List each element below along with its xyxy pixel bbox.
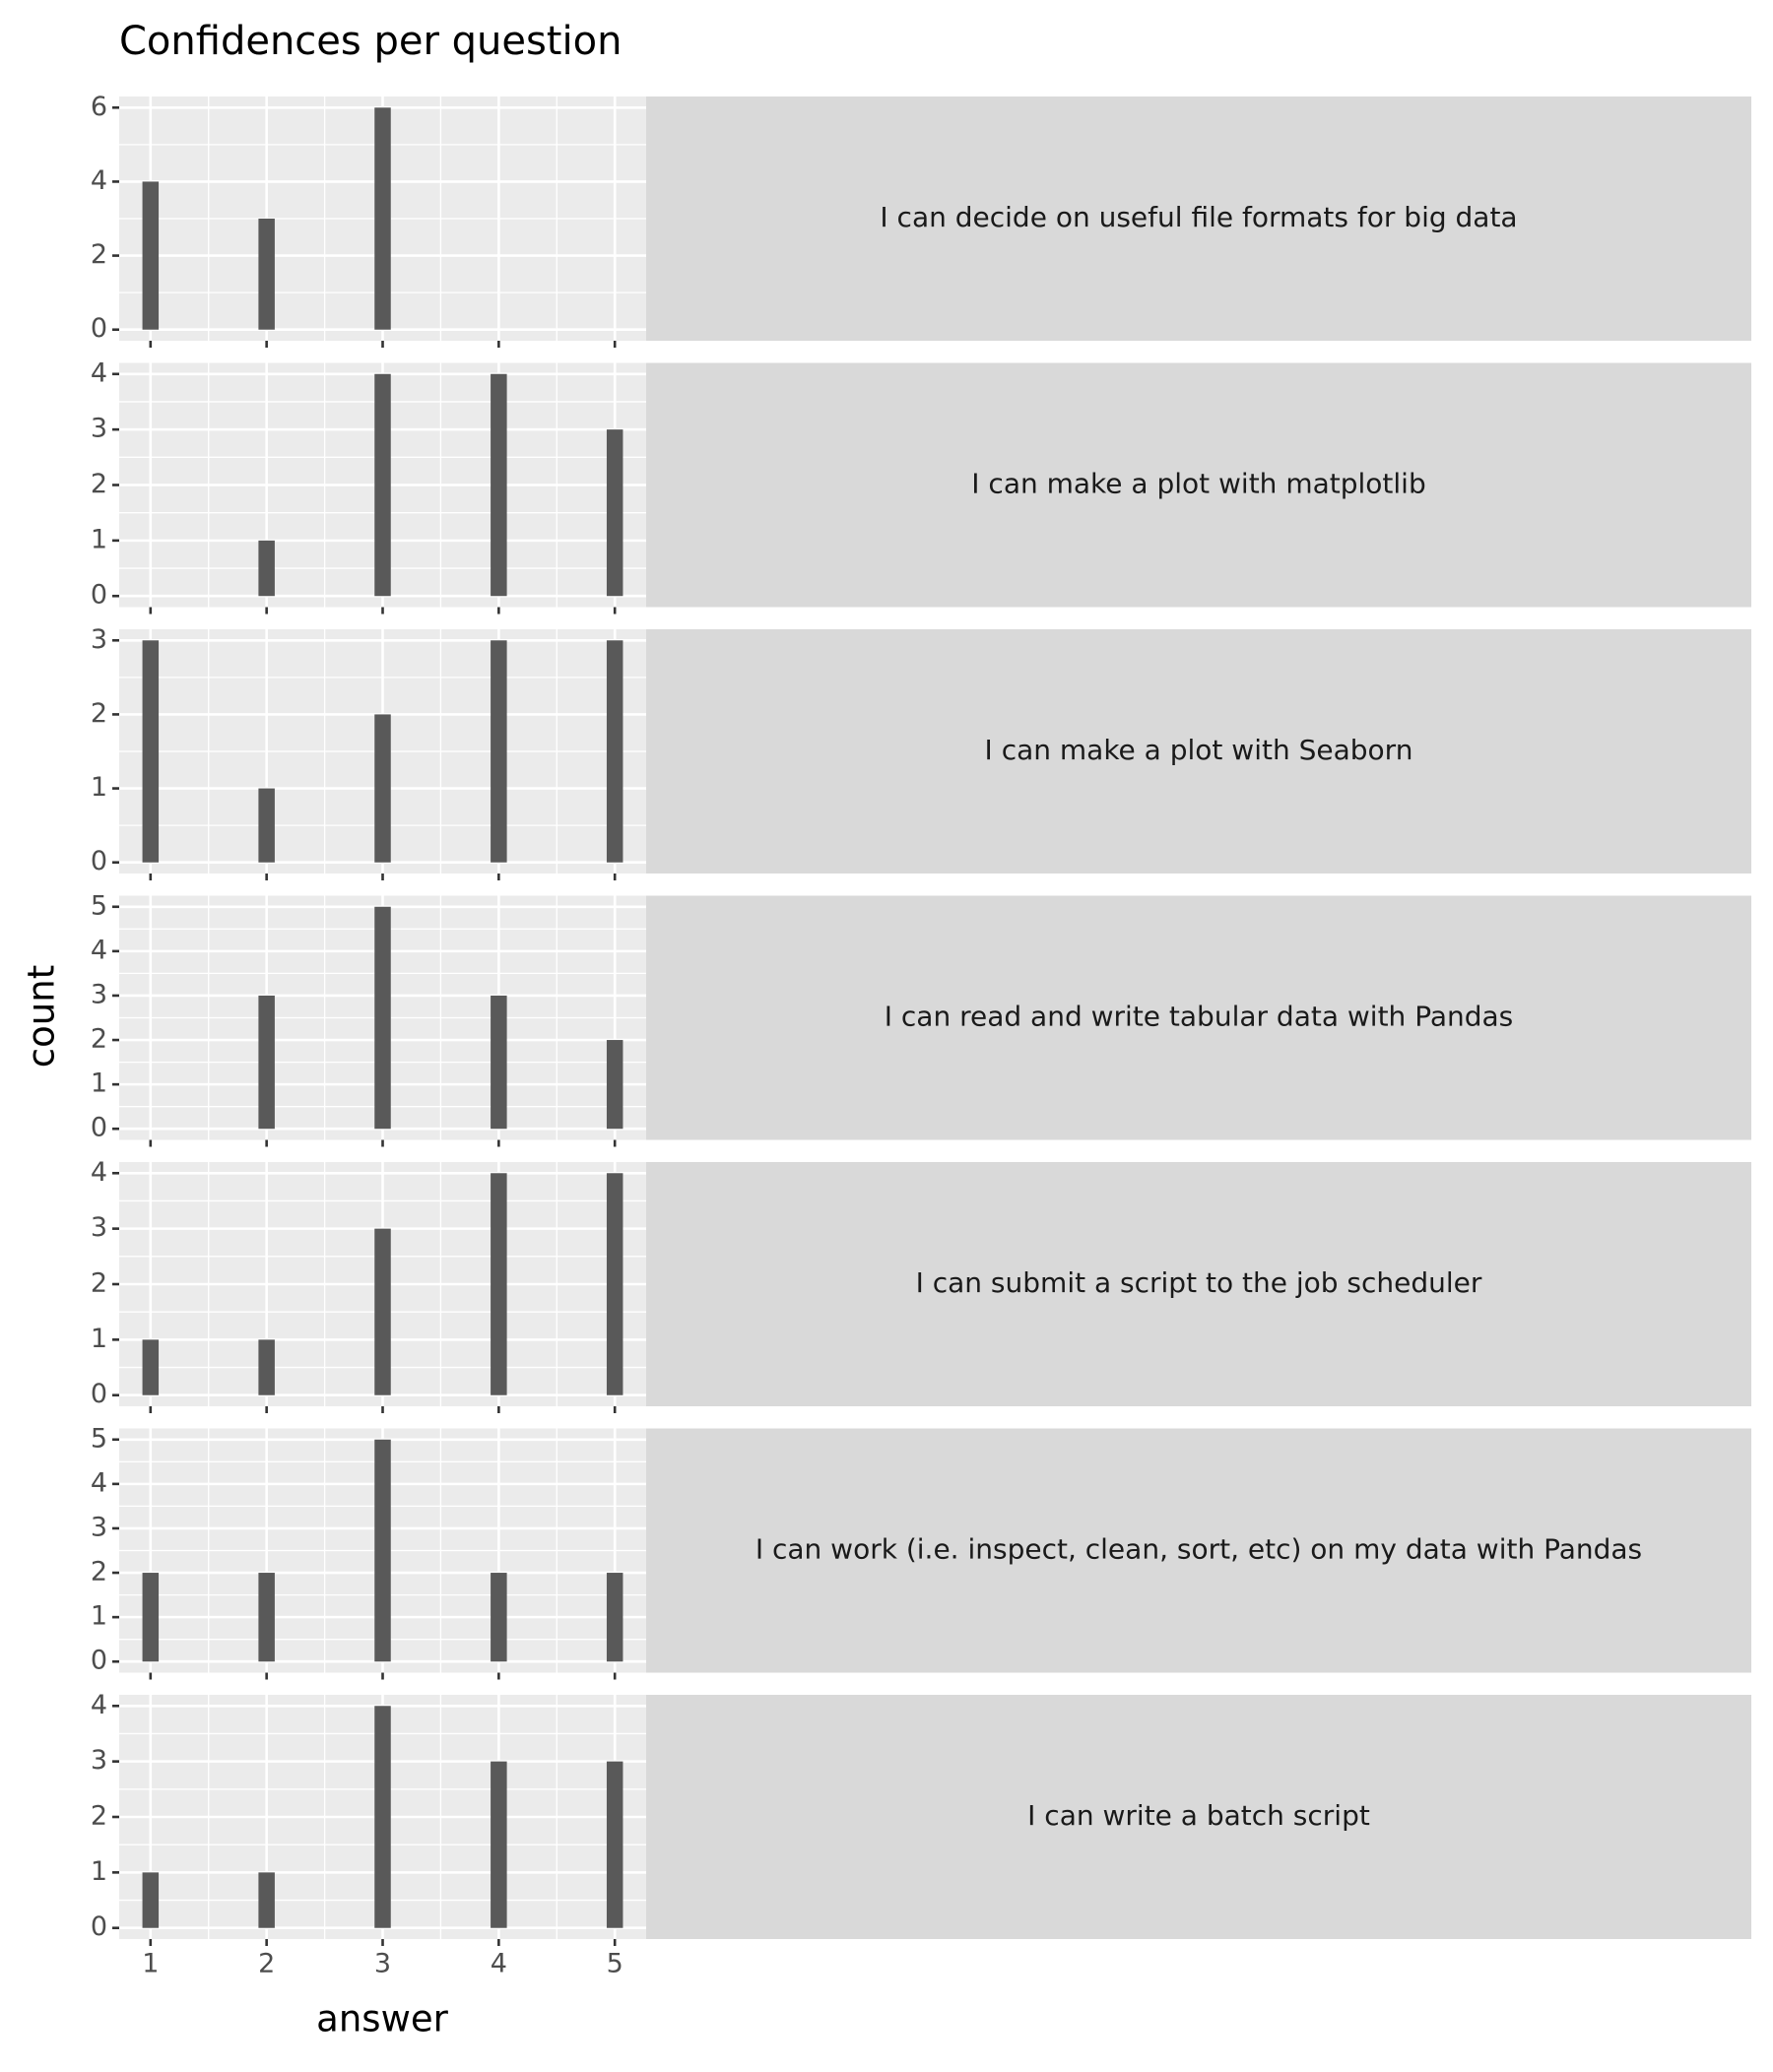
bar — [491, 640, 507, 863]
y-tick-label: 3 — [91, 1745, 107, 1776]
bar — [374, 1439, 391, 1662]
y-tick-label: 3 — [91, 624, 107, 655]
bar — [258, 219, 275, 330]
strip-background — [646, 97, 1751, 341]
strip-background — [646, 1162, 1751, 1406]
bar — [142, 1573, 160, 1662]
bar — [491, 373, 507, 597]
y-tick-label: 1 — [91, 1324, 107, 1354]
y-tick-label: 4 — [91, 357, 107, 388]
chart-title: Confidences per question — [119, 19, 622, 64]
bar — [606, 1761, 624, 1928]
strip-background — [646, 362, 1751, 608]
x-tick-label: 1 — [142, 1949, 159, 1979]
strip-label: I can submit a script to the job schedul… — [916, 1266, 1482, 1299]
y-tick-label: 1 — [91, 1856, 107, 1887]
y-axis-label: count — [21, 965, 63, 1068]
bar — [142, 640, 160, 863]
bar — [606, 429, 624, 597]
strip-label: I can decide on useful file formats for … — [880, 201, 1517, 233]
y-tick-label: 4 — [91, 1467, 107, 1498]
strip-background — [646, 1695, 1751, 1939]
bar — [142, 181, 160, 330]
x-axis-label: answer — [316, 1998, 448, 2040]
bar — [258, 788, 275, 863]
y-tick-label: 5 — [91, 890, 107, 921]
y-tick-label: 1 — [91, 524, 107, 554]
y-tick-label: 0 — [91, 313, 107, 344]
y-tick-label: 1 — [91, 1068, 107, 1099]
bar — [142, 1339, 160, 1395]
bar — [374, 107, 391, 330]
bar — [374, 906, 391, 1130]
x-tick-label: 5 — [607, 1949, 624, 1979]
strip-label: I can make a plot with matplotlib — [971, 468, 1425, 500]
bar — [258, 1872, 275, 1928]
bar — [491, 1173, 507, 1395]
strip-label: I can write a batch script — [1027, 1799, 1370, 1832]
y-tick-label: 0 — [91, 1911, 107, 1942]
y-tick-label: 2 — [91, 698, 107, 729]
y-tick-label: 2 — [91, 469, 107, 499]
y-tick-label: 0 — [91, 1646, 107, 1676]
bar — [374, 714, 391, 863]
y-tick-label: 0 — [91, 1113, 107, 1143]
y-tick-label: 4 — [91, 165, 107, 196]
bar — [374, 1706, 391, 1928]
x-tick-label: 2 — [258, 1949, 275, 1979]
bar — [374, 373, 391, 597]
y-tick-label: 2 — [91, 239, 107, 270]
y-tick-label: 4 — [91, 935, 107, 965]
y-tick-label: 2 — [91, 1557, 107, 1587]
bar — [606, 640, 624, 863]
y-tick-label: 5 — [91, 1423, 107, 1454]
bar — [606, 1040, 624, 1130]
y-tick-label: 2 — [91, 1268, 107, 1299]
strip-background — [646, 629, 1751, 874]
y-tick-label: 3 — [91, 414, 107, 444]
y-tick-label: 1 — [91, 772, 107, 803]
strip-label: I can read and write tabular data with P… — [885, 1001, 1514, 1033]
bar — [606, 1573, 624, 1662]
bar — [258, 995, 275, 1130]
bar — [491, 995, 507, 1130]
y-tick-label: 6 — [91, 92, 107, 122]
bar — [374, 1228, 391, 1395]
y-tick-label: 3 — [91, 1212, 107, 1243]
bar — [491, 1573, 507, 1662]
strip-label: I can make a plot with Seaborn — [985, 734, 1413, 766]
bar — [142, 1872, 160, 1928]
y-tick-label: 2 — [91, 1801, 107, 1832]
bar — [606, 1173, 624, 1395]
x-tick-label: 4 — [491, 1949, 507, 1979]
y-tick-label: 1 — [91, 1601, 107, 1632]
strip-background — [646, 895, 1751, 1140]
y-tick-label: 0 — [91, 580, 107, 611]
y-tick-label: 4 — [91, 1690, 107, 1720]
y-tick-label: 2 — [91, 1024, 107, 1055]
y-tick-label: 4 — [91, 1157, 107, 1188]
y-tick-label: 0 — [91, 846, 107, 876]
y-tick-label: 3 — [91, 1512, 107, 1542]
strip-label: I can work (i.e. inspect, clean, sort, e… — [755, 1533, 1642, 1566]
bar — [258, 540, 275, 597]
bar — [258, 1573, 275, 1662]
x-tick-label: 3 — [374, 1949, 391, 1979]
bar — [491, 1761, 507, 1928]
y-tick-label: 3 — [91, 979, 107, 1009]
y-tick-label: 0 — [91, 1379, 107, 1409]
bar — [258, 1339, 275, 1395]
strip-background — [646, 1428, 1751, 1673]
